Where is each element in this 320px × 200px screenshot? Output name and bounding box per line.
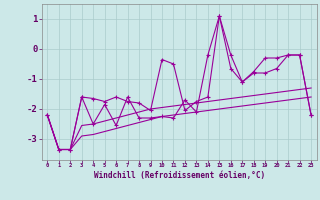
X-axis label: Windchill (Refroidissement éolien,°C): Windchill (Refroidissement éolien,°C) <box>94 171 265 180</box>
